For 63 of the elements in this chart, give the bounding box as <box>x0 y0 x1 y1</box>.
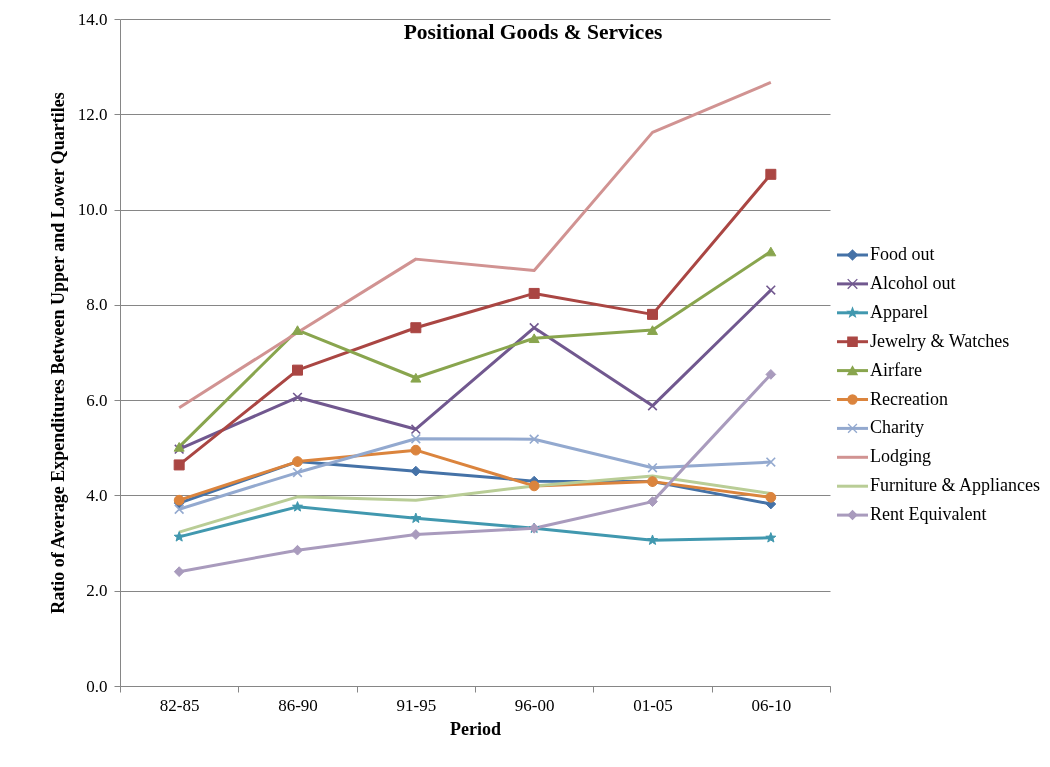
legend-label: Rent Equivalent <box>870 504 987 525</box>
point <box>292 392 303 403</box>
point <box>765 168 777 180</box>
point <box>647 462 658 473</box>
point <box>173 459 185 471</box>
legend-label: Food out <box>870 244 935 264</box>
point <box>410 465 422 477</box>
line-series <box>177 80 773 410</box>
legend-label: Recreation <box>870 388 948 409</box>
legend-label: Alcohol out <box>870 272 956 293</box>
point <box>410 512 422 524</box>
y-tick-label: 8.0 <box>86 295 108 315</box>
point <box>647 325 658 335</box>
legend-label: Jewelry & Watches <box>870 330 1010 351</box>
x-tick-label: 96-00 <box>514 695 555 715</box>
y-tick-label: 6.0 <box>86 390 108 410</box>
y-tick-label: 4.0 <box>86 485 108 505</box>
point <box>292 467 303 478</box>
point <box>528 333 540 344</box>
point <box>173 531 185 542</box>
y-tick-label: 2.0 <box>86 581 108 601</box>
point <box>647 496 658 507</box>
point <box>765 456 776 468</box>
legend-label: Lodging <box>870 446 931 467</box>
y-tick-label: 10.0 <box>77 200 108 220</box>
point <box>765 246 777 257</box>
y-axis-title: Ratio of Average Expenditures Between Upper and Lower Quartiles <box>47 92 68 614</box>
x-tick-label: 82-85 <box>159 695 200 715</box>
y-tick-label: 12.0 <box>77 104 108 124</box>
point <box>528 480 540 492</box>
point <box>292 544 303 556</box>
point <box>173 566 185 578</box>
point <box>765 491 777 503</box>
point <box>292 325 303 335</box>
x-tick-label: 06-10 <box>751 695 792 715</box>
y-tick-label: 14.0 <box>77 9 108 29</box>
x-tick-label: 86-90 <box>278 695 318 715</box>
point <box>410 424 421 435</box>
point <box>529 434 540 445</box>
point <box>647 534 658 545</box>
point <box>765 284 776 296</box>
legend-label: Charity <box>870 417 924 438</box>
point <box>765 532 777 543</box>
point <box>292 364 303 376</box>
legend-label: Furniture & Appliances <box>870 475 1040 496</box>
point <box>174 504 185 515</box>
point <box>410 444 422 456</box>
x-tick-label: 91-95 <box>396 695 437 715</box>
point <box>410 372 422 383</box>
x-axis-title: Period <box>450 718 501 739</box>
legend-label: Apparel <box>870 301 928 322</box>
point <box>528 287 540 299</box>
point <box>410 433 421 444</box>
legend-label: Airfare <box>870 359 922 380</box>
point <box>292 501 303 512</box>
point <box>765 369 777 380</box>
point <box>647 400 658 411</box>
point <box>529 322 540 333</box>
x-tick-label: 01-05 <box>633 695 673 715</box>
chart-title: Positional Goods & Services <box>403 19 663 44</box>
point <box>410 322 422 334</box>
point <box>647 308 658 320</box>
y-tick-label: 0.0 <box>86 676 108 696</box>
